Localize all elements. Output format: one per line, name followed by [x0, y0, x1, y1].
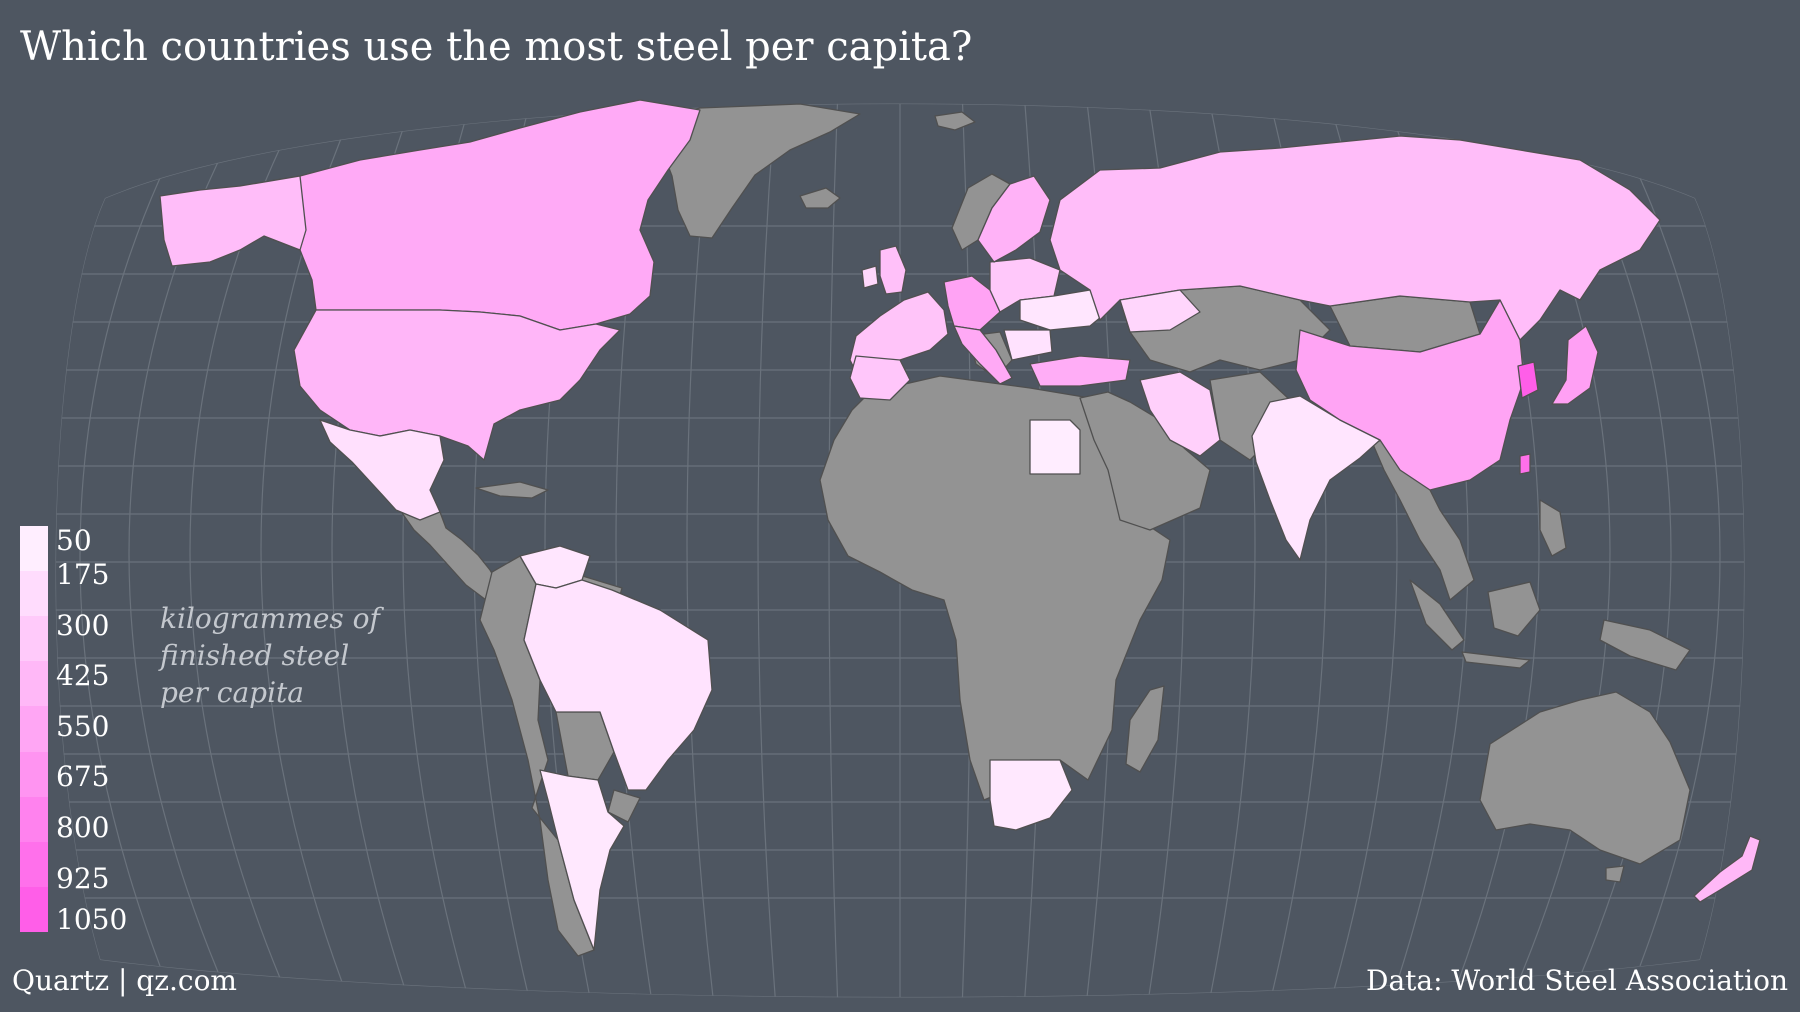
legend-swatch — [20, 526, 48, 572]
region-canada — [175, 99, 701, 331]
region-romania-bulgaria — [1003, 329, 1053, 361]
chart-title: Which countries use the most steel per c… — [20, 24, 973, 70]
region-germany-central — [943, 275, 1001, 331]
legend-unit-line: per capita — [160, 676, 304, 709]
credit-text: Quartz | qz.com — [12, 964, 237, 997]
region-madagascar — [1125, 685, 1165, 773]
region-indonesia-sumatra — [1409, 579, 1465, 651]
region-spain — [849, 355, 911, 401]
legend-tick: 550 — [56, 710, 110, 743]
region-turkey — [1029, 355, 1131, 387]
region-uk — [879, 245, 907, 295]
region-australia — [1479, 691, 1691, 865]
legend-swatch — [20, 796, 48, 843]
legend-unit-label: kilogrammes of finished steel per capita — [160, 600, 380, 711]
legend-tick: 300 — [56, 609, 110, 642]
region-indonesia-java — [1461, 651, 1531, 669]
legend-tick: 925 — [56, 862, 110, 895]
legend-swatch — [20, 841, 48, 888]
source-text: Data: World Steel Association — [1366, 964, 1788, 997]
region-mexico — [319, 419, 445, 521]
legend-swatch — [20, 886, 48, 933]
legend-tick: 425 — [56, 659, 110, 692]
region-iran — [1139, 371, 1221, 457]
region-svalbard — [934, 111, 976, 131]
region-south-korea — [1517, 361, 1539, 399]
legend-swatch — [20, 616, 48, 662]
region-italy — [953, 325, 1013, 385]
region-uruguay — [607, 789, 641, 823]
region-new-guinea — [1599, 619, 1691, 671]
region-sweden-finland — [977, 175, 1051, 263]
legend-tick: 50 — [56, 524, 92, 557]
region-philippines — [1539, 499, 1567, 557]
region-caribbean — [475, 481, 549, 499]
region-brazil — [523, 579, 713, 791]
legend-unit-line: finished steel — [160, 639, 350, 672]
legend-swatch — [20, 706, 48, 753]
legend-tick: 175 — [56, 558, 110, 591]
legend-swatch — [20, 751, 48, 798]
region-iceland — [799, 187, 841, 209]
region-united-states — [293, 309, 621, 461]
region-taiwan — [1519, 453, 1531, 475]
legend-tick: 1050 — [56, 903, 128, 936]
region-japan — [1551, 325, 1599, 405]
region-ireland — [861, 265, 879, 289]
legend-color-bar — [20, 526, 48, 933]
legend-tick: 675 — [56, 760, 110, 793]
region-middle-east — [1079, 391, 1211, 531]
region-new-zealand — [1693, 835, 1761, 903]
region-china — [1295, 299, 1525, 491]
region-argentina — [539, 769, 625, 951]
region-tasmania — [1605, 865, 1625, 883]
region-greenland — [639, 103, 861, 239]
legend-tick: 800 — [56, 811, 110, 844]
legend-swatch — [20, 661, 48, 707]
region-south-africa — [989, 759, 1073, 831]
region-central-america — [399, 509, 503, 601]
region-egypt — [1029, 419, 1081, 475]
region-borneo — [1487, 581, 1541, 637]
region-kazakhstan — [1119, 289, 1201, 333]
legend-unit-line: kilogrammes of — [160, 602, 380, 635]
legend-swatch — [20, 571, 48, 617]
region-alaska — [159, 175, 307, 267]
